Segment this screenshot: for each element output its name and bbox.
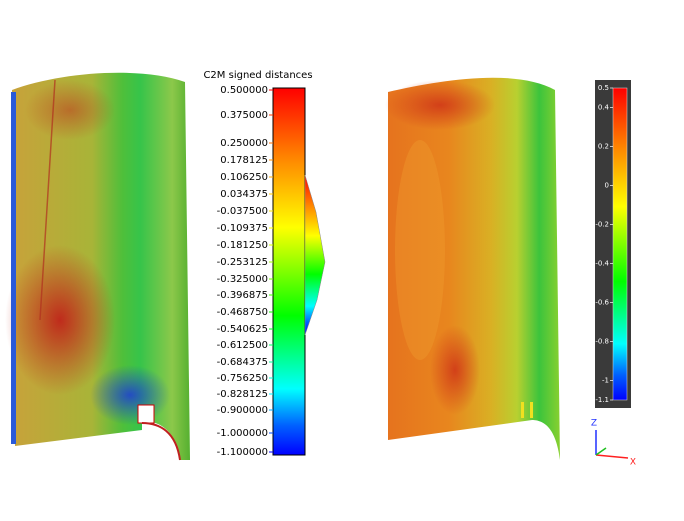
tick-label: 0.178125 xyxy=(220,155,268,166)
tick-label: 0.034375 xyxy=(220,189,268,200)
axis-label: Z xyxy=(591,419,597,429)
tick-label: -0.325000 xyxy=(217,274,268,285)
tick-label: 0.500000 xyxy=(220,85,268,96)
tick-label: -0.756250 xyxy=(217,373,268,384)
tick-label: -0.396875 xyxy=(217,290,268,301)
tick-label: -0.109375 xyxy=(217,223,268,234)
tick-label: -0.6 xyxy=(595,299,609,307)
tick-label: -0.4 xyxy=(595,260,609,268)
tick-label: 0.106250 xyxy=(220,172,268,183)
tick-label: -0.037500 xyxy=(217,206,268,217)
tick-label: 0.4 xyxy=(598,104,610,112)
tick-label: -0.181250 xyxy=(217,240,268,251)
tick-label: 0.2 xyxy=(598,143,609,151)
color-scale xyxy=(612,87,628,401)
histogram xyxy=(304,174,326,336)
tick-label: -1.1 xyxy=(595,396,609,404)
tick-label: -0.684375 xyxy=(217,357,268,368)
right-surface xyxy=(385,77,560,460)
tick-label: 0.5 xyxy=(598,84,609,92)
tick-label: -0.828125 xyxy=(217,389,268,400)
tick-label: -0.468750 xyxy=(217,307,268,318)
colorbar-title: C2M signed distances xyxy=(203,70,312,81)
tick-label: -1.100000 xyxy=(217,447,268,458)
tick-label: -0.900000 xyxy=(217,405,268,416)
color-scale xyxy=(272,87,306,456)
left-colorbar: C2M signed distances xyxy=(203,70,326,456)
tick-label: -0.8 xyxy=(595,338,609,346)
right-colorbar xyxy=(595,80,631,408)
tick-label: -1 xyxy=(602,377,609,385)
axis-label: X xyxy=(630,458,636,468)
tick-label: -1.000000 xyxy=(217,428,268,439)
tick-label: -0.253125 xyxy=(217,257,268,268)
left-surface xyxy=(5,72,190,461)
tick-label: -0.540625 xyxy=(217,324,268,335)
tick-label: 0 xyxy=(605,182,609,190)
tick-label: 0.375000 xyxy=(220,110,268,121)
tick-label: -0.2 xyxy=(595,221,609,229)
axis-triad: Z X xyxy=(591,419,636,468)
tick-label: -0.612500 xyxy=(217,340,268,351)
tick-label: 0.250000 xyxy=(220,138,268,149)
